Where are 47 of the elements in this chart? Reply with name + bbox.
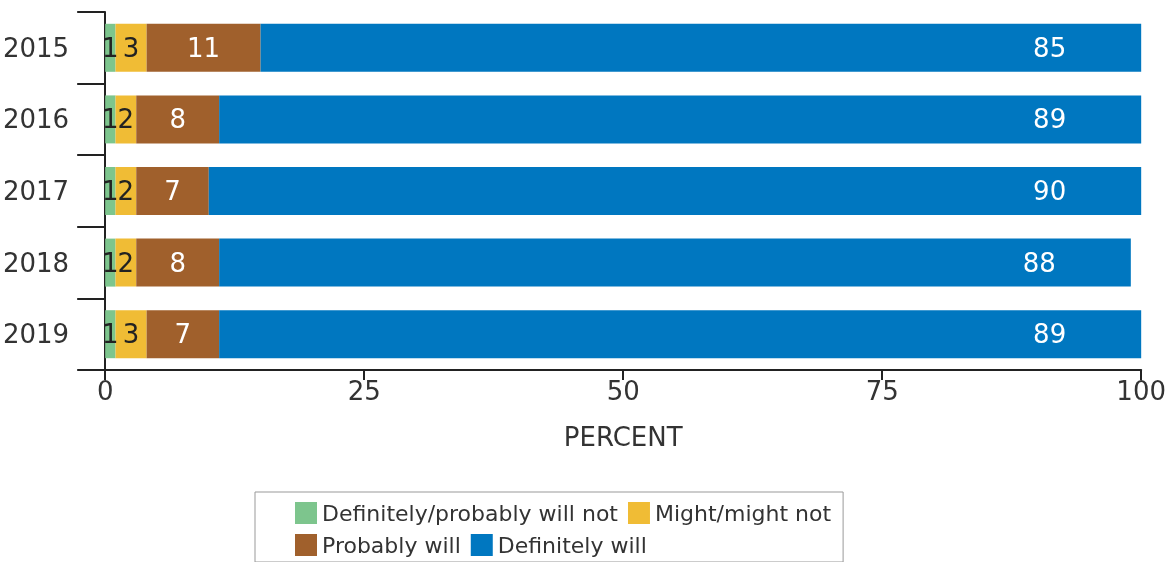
data-label: 85 <box>1033 32 1067 63</box>
x-tick-label: 100 <box>1116 376 1167 406</box>
data-label: 89 <box>1033 319 1067 350</box>
x-tick-label: 25 <box>347 376 381 406</box>
bar <box>136 95 220 144</box>
data-label: 89 <box>1033 104 1067 135</box>
x-axis-title: PERCENT <box>563 422 683 452</box>
data-label: 88 <box>1022 247 1056 278</box>
bar <box>260 23 1142 72</box>
legend-label: Definitely will <box>497 532 647 558</box>
data-label: 8 <box>169 247 186 278</box>
bar <box>219 238 1131 287</box>
data-label: 1 <box>102 176 119 206</box>
bar <box>208 167 1142 215</box>
bar <box>136 238 220 287</box>
x-tick-label: 0 <box>96 376 114 406</box>
x-tick-label: 50 <box>606 376 640 406</box>
bar <box>219 310 1142 359</box>
legend-label: Probably will <box>322 532 461 558</box>
data-label: 7 <box>174 319 192 350</box>
y-tick-label: 2016 <box>3 104 70 135</box>
y-tick-label: 2018 <box>3 247 70 278</box>
data-label: 1 <box>102 247 119 278</box>
data-label: 3 <box>122 32 140 63</box>
x-tick-label: 75 <box>865 376 899 406</box>
data-label: 1 <box>102 319 119 350</box>
data-label: 7 <box>164 176 181 206</box>
bar <box>136 167 209 215</box>
data-label: 1 <box>102 104 119 135</box>
data-label: 2 <box>117 104 135 135</box>
legend-label: Definitely/probably will not <box>322 500 619 526</box>
bar <box>115 310 147 359</box>
bar <box>146 23 261 72</box>
data-label: 3 <box>122 319 140 350</box>
bar <box>219 95 1142 144</box>
bar <box>115 23 147 72</box>
data-label: 1 <box>102 32 119 63</box>
data-label: 2 <box>117 247 135 278</box>
legend-label: Might/might not <box>654 500 832 526</box>
y-tick-label: 2019 <box>3 319 70 350</box>
data-label: 90 <box>1033 176 1067 206</box>
data-label: 11 <box>187 32 221 63</box>
bar <box>146 310 220 359</box>
y-tick-label: 2015 <box>3 32 70 63</box>
y-tick-label: 2017 <box>3 176 70 206</box>
data-label: 8 <box>169 104 186 135</box>
data-label: 2 <box>117 176 135 206</box>
